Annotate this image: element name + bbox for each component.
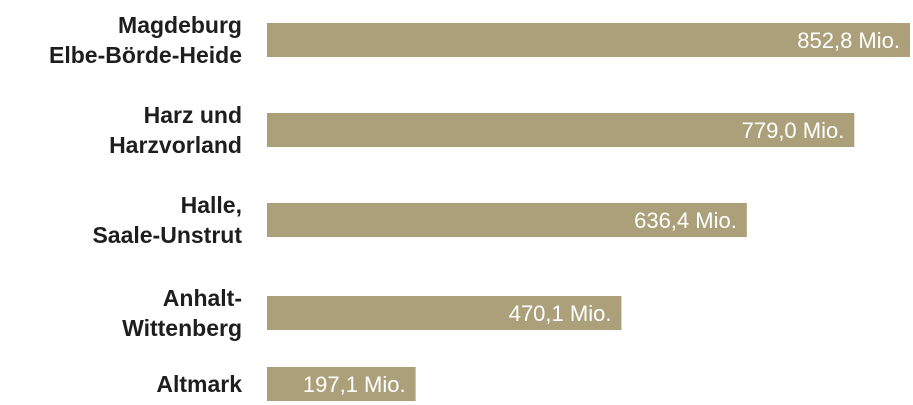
category-label-4-line-0: Altmark [156, 371, 242, 397]
category-label-0-line-0: Magdeburg [118, 12, 242, 38]
category-label-0-line-1: Elbe-Börde-Heide [49, 42, 242, 68]
value-label-0: 852,8 Mio. [797, 28, 900, 53]
bar-0 [267, 23, 910, 57]
category-label-1-line-1: Harzvorland [109, 132, 242, 158]
value-label-3: 470,1 Mio. [509, 301, 612, 326]
category-label-3-line-1: Wittenberg [122, 315, 242, 341]
category-label-2-line-1: Saale-Unstrut [92, 222, 242, 248]
category-label-3-line-0: Anhalt- [163, 285, 242, 311]
category-label-2-line-0: Halle, [181, 192, 242, 218]
value-label-4: 197,1 Mio. [303, 372, 406, 397]
bar-3 [267, 296, 622, 330]
category-label-1-line-0: Harz und [144, 102, 242, 128]
value-label-1: 779,0 Mio. [742, 118, 845, 143]
bar-1 [267, 113, 855, 147]
bar-2 [267, 203, 747, 237]
value-label-2: 636,4 Mio. [634, 208, 737, 233]
bar-4 [267, 367, 416, 401]
